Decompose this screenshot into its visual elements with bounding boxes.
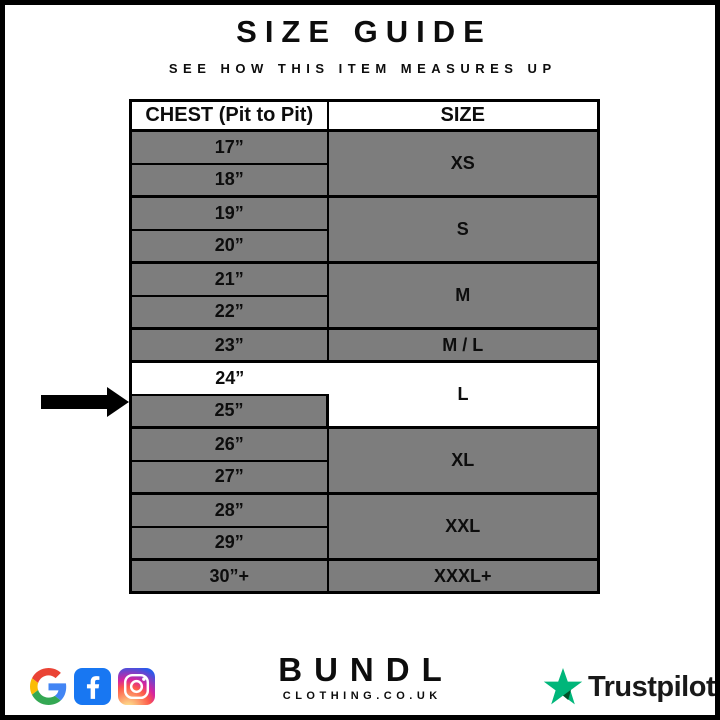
table-row-28: 28” XXL: [129, 492, 600, 561]
trustpilot-logo[interactable]: Trustpilot: [543, 667, 715, 707]
google-icon[interactable]: [30, 668, 67, 705]
column-header-size: SIZE: [326, 99, 600, 132]
arrow-head: [107, 387, 129, 417]
column-header-chest: CHEST (Pit to Pit): [129, 99, 329, 132]
chest-cell-28: 28”: [129, 492, 329, 528]
chest-cell-24: 24”: [129, 360, 328, 396]
instagram-icon[interactable]: [118, 668, 155, 705]
table-row-17: 17” XS: [129, 129, 600, 198]
size-cell-m: M: [326, 261, 600, 330]
page-subtitle: SEE HOW THIS ITEM MEASURES UP: [168, 61, 557, 76]
size-cell-xs: XS: [326, 129, 600, 198]
brand-domain: CLOTHING.CO.UK: [282, 689, 442, 702]
chest-cell-25: 25”: [129, 393, 329, 429]
table-row-22: 22”: [129, 294, 599, 330]
table-row-20: 20”: [129, 228, 599, 264]
table-row-30plus: 30”+ XXXL+: [129, 558, 600, 594]
chest-cell-29: 29”: [129, 525, 329, 561]
brand-name: BUNDL: [278, 651, 454, 688]
chest-cell-20: 20”: [129, 228, 329, 264]
chest-cell-17: 17”: [129, 129, 329, 165]
size-cell-s: S: [326, 195, 600, 264]
chest-cell-23: 23”: [129, 327, 329, 363]
table-row-19: 19” S: [129, 195, 600, 264]
size-cell-xxl: XXL: [326, 492, 600, 561]
chest-cell-30plus: 30”+: [129, 558, 329, 594]
page-title: SIZE GUIDE: [236, 14, 492, 49]
table-row-25: 25”: [129, 393, 599, 429]
chest-cell-22: 22”: [129, 294, 329, 330]
trustpilot-label: Trustpilot: [588, 670, 716, 703]
table-row-18: 18”: [129, 162, 599, 198]
table-header-row: CHEST (Pit to Pit) SIZE: [129, 99, 600, 132]
table-row-29: 29”: [129, 525, 599, 561]
arrow-right-icon: [41, 387, 129, 417]
table-row-21: 21” M: [129, 261, 600, 330]
arrow-shaft: [41, 395, 108, 409]
table-row-27: 27”: [129, 459, 599, 495]
table-row-24-highlighted: 24” L: [129, 360, 600, 429]
chest-cell-21: 21”: [129, 261, 329, 297]
size-cell-xl: XL: [326, 426, 600, 495]
chest-cell-26: 26”: [129, 426, 329, 462]
social-icons: [30, 668, 155, 705]
size-cell-l: L: [326, 360, 600, 429]
size-cell-m-l: M / L: [326, 327, 600, 363]
size-cell-xxxlplus: XXXL+: [326, 558, 600, 594]
brand-logo: BUNDL CLOTHING.CO.UK: [5, 651, 715, 702]
chest-cell-27: 27”: [129, 459, 329, 495]
size-guide-table: CHEST (Pit to Pit) SIZE 17” XS 18” 19” S…: [129, 99, 600, 594]
trustpilot-star-icon: [543, 668, 583, 705]
facebook-icon[interactable]: [74, 668, 111, 705]
table-row-23: 23” M / L: [129, 327, 600, 363]
chest-cell-18: 18”: [129, 162, 329, 198]
table-row-26: 26” XL: [129, 426, 600, 495]
chest-cell-19: 19”: [129, 195, 329, 231]
